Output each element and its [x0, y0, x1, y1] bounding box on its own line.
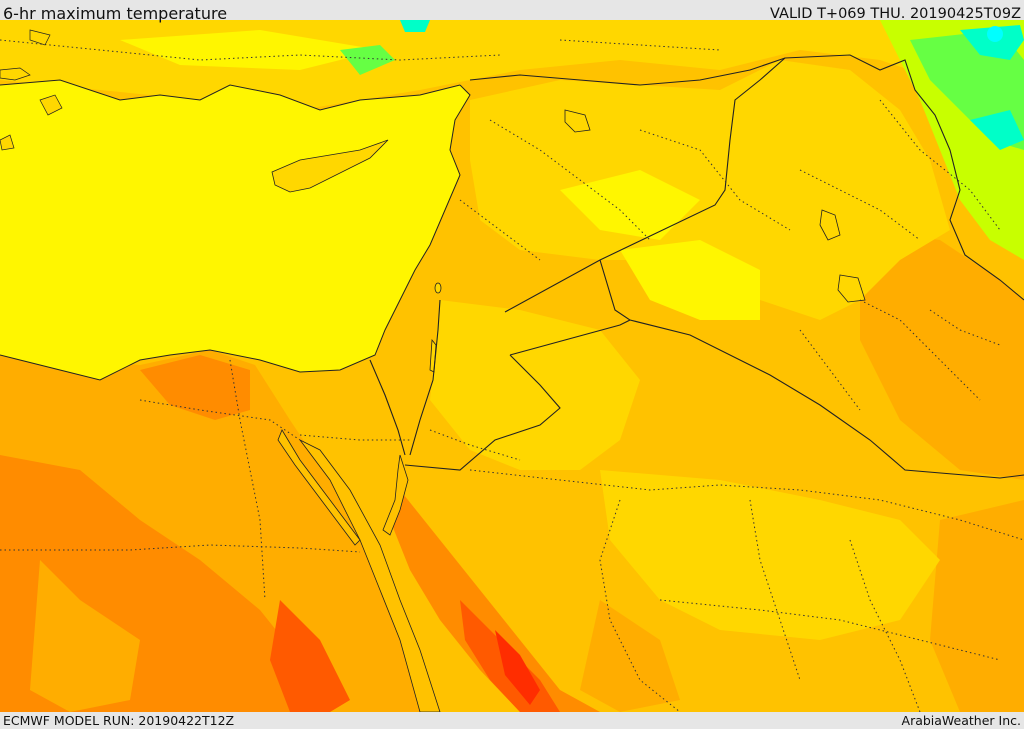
- anatolia-yellow-patch: [120, 30, 380, 70]
- taurus-aqua-patch: [400, 20, 430, 32]
- jordan-gold-zone: [430, 300, 640, 470]
- model-run-label: ECMWF MODEL RUN: 20190422T12Z: [3, 713, 235, 728]
- aegean-islands: [0, 29, 63, 151]
- lake-tharthar: [819, 209, 841, 241]
- turkey-syria-iraq-border: [469, 54, 1024, 301]
- sea-of-galilee: [434, 282, 442, 294]
- taurus-green-patch: [340, 45, 395, 75]
- jordan-rift-border: [409, 299, 441, 456]
- central-arabia-gold-zone: [600, 470, 940, 640]
- lake-razzaza: [837, 274, 866, 303]
- credit-label: ArabiaWeather Inc.: [901, 713, 1021, 728]
- syria-iraq-gold-zone: [470, 60, 950, 320]
- valid-time-label: VALID T+069 THU. 20190425T09Z: [770, 6, 1021, 22]
- footer-bar: [0, 712, 1024, 729]
- header-bar: [0, 0, 1024, 20]
- iraq-saudi-border: [629, 319, 1024, 479]
- egypt-israel-border: [369, 359, 406, 456]
- cyprus-island: [271, 139, 389, 193]
- gulf-of-suez: [277, 429, 361, 546]
- gulf-of-aqaba: [382, 454, 409, 536]
- zagros-cold-spot: [987, 26, 1003, 42]
- hejaz-hottest-core: [495, 630, 540, 705]
- lake-assad: [564, 109, 591, 133]
- map-title: 6-hr maximum temperature: [3, 4, 228, 23]
- iraq-west-yellow-patch: [620, 240, 760, 320]
- zagros-aqua-patch-2: [970, 110, 1024, 150]
- gulf-orange-zone: [930, 500, 1024, 712]
- central-saudi-orange: [580, 600, 680, 712]
- temperature-map[interactable]: [0, 20, 1024, 712]
- hejaz-hot-band: [390, 490, 600, 712]
- zagros-aqua-patch: [960, 25, 1024, 60]
- mesopotamia-orange-zone: [860, 230, 1024, 480]
- jordan-saudi-border: [404, 354, 561, 471]
- internal-boundaries: [0, 39, 1024, 712]
- levant-coastline: [0, 84, 471, 381]
- egypt-inner-orange: [30, 560, 140, 712]
- nile-hot-patch: [270, 600, 350, 712]
- syrian-desert-yellow-patch: [560, 170, 700, 240]
- delta-hot-patch: [140, 355, 250, 420]
- syria-iraq-border: [504, 57, 786, 313]
- anatolia-coastline: [0, 79, 461, 111]
